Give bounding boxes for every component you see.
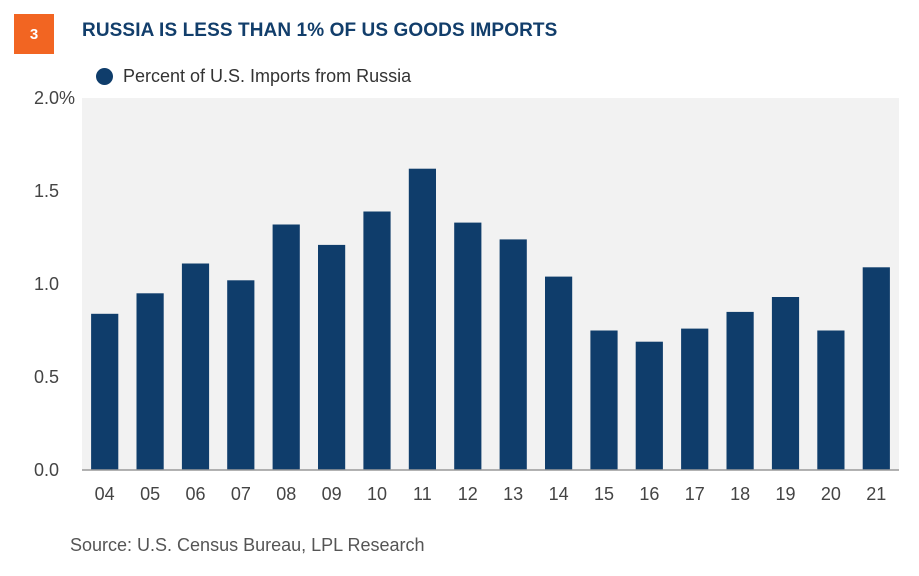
bar-17 [681, 328, 709, 470]
x-tick-label: 21 [866, 484, 886, 504]
legend-marker [96, 68, 113, 85]
figure-number-badge: 3 [14, 14, 54, 54]
y-axis-ticks: 0.0 0.5 1.0 1.5 2.0% [34, 88, 75, 480]
x-tick-label: 17 [685, 484, 705, 504]
x-tick-label: 09 [322, 484, 342, 504]
x-tick-label: 19 [775, 484, 795, 504]
bar-18 [726, 311, 754, 470]
bar-19 [771, 297, 800, 470]
bar-13 [499, 239, 527, 470]
x-tick-label: 14 [549, 484, 569, 504]
bar-15 [590, 330, 618, 470]
x-tick-label: 07 [231, 484, 251, 504]
bars-group [91, 168, 890, 470]
x-tick-label: 06 [185, 484, 205, 504]
x-tick-label: 15 [594, 484, 614, 504]
bar-05 [136, 293, 164, 470]
x-tick-label: 04 [95, 484, 115, 504]
x-tick-label: 16 [639, 484, 659, 504]
legend-label: Percent of U.S. Imports from Russia [123, 66, 412, 86]
x-tick-label: 05 [140, 484, 160, 504]
bar-07 [227, 280, 255, 470]
legend: Percent of U.S. Imports from Russia [96, 66, 411, 87]
x-tick-label: 13 [503, 484, 523, 504]
chart-title: RUSSIA IS LESS THAN 1% OF US GOODS IMPOR… [82, 20, 558, 41]
y-tick-label: 0.5 [34, 367, 59, 387]
bar-16 [635, 341, 663, 470]
x-tick-label: 20 [821, 484, 841, 504]
bar-08 [272, 224, 300, 470]
bar-20 [817, 330, 845, 470]
y-tick-label: 1.0 [34, 274, 59, 294]
x-tick-label: 12 [458, 484, 478, 504]
x-tick-label: 18 [730, 484, 750, 504]
bar-10 [363, 211, 391, 470]
x-tick-label: 10 [367, 484, 387, 504]
source-note: Source: U.S. Census Bureau, LPL Research [70, 535, 425, 555]
x-axis-ticks: 04 05 06 07 08 09 10 11 12 13 14 15 16 17 18 19 20 21 [95, 484, 887, 504]
bar-11 [408, 168, 436, 470]
bar-09 [318, 244, 346, 470]
bar-14 [545, 276, 573, 470]
bar-12 [454, 222, 482, 470]
bar-21 [862, 267, 890, 470]
y-tick-label: 1.5 [34, 181, 59, 201]
y-tick-label: 2.0% [34, 88, 75, 108]
x-tick-label: 11 [413, 484, 432, 504]
x-tick-label: 08 [276, 484, 296, 504]
bar-06 [181, 263, 210, 470]
plot-background [82, 98, 899, 470]
y-tick-label: 0.0 [34, 460, 59, 480]
bar-04 [91, 313, 119, 470]
